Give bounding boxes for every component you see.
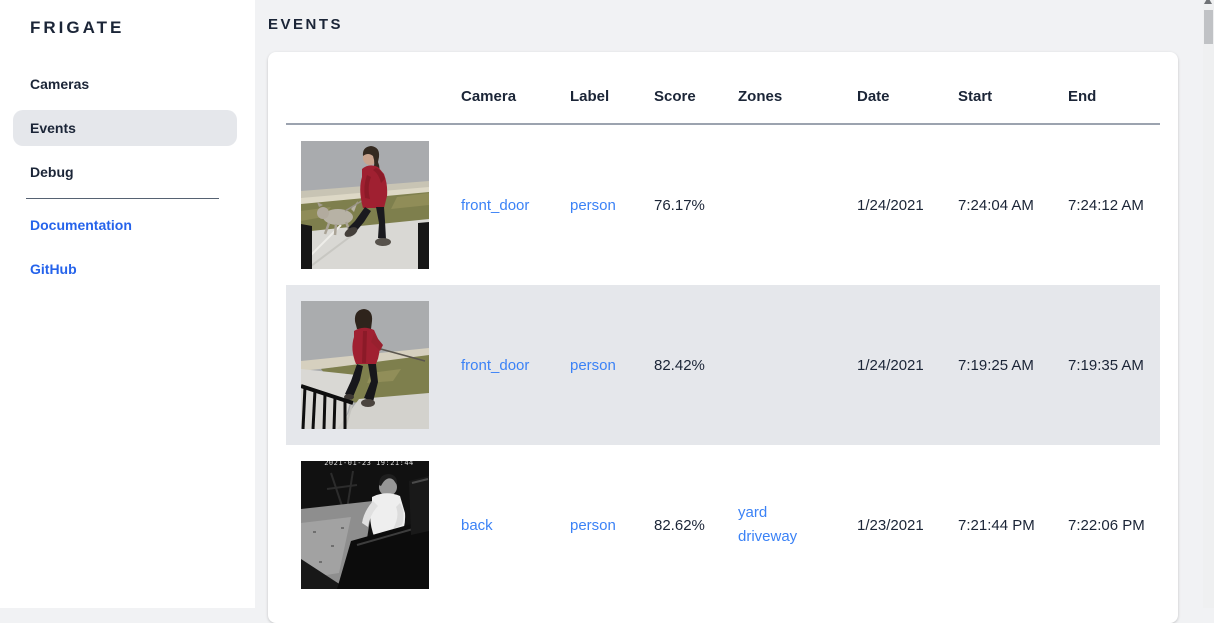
event-score: 82.62% — [654, 516, 705, 534]
event-zone-link[interactable]: driveway — [738, 528, 798, 545]
sidebar-divider — [26, 198, 219, 199]
event-zone-link[interactable]: yard — [738, 504, 768, 521]
event-score: 82.42% — [654, 356, 705, 374]
event-camera-link[interactable]: back — [461, 516, 493, 534]
event-date: 1/24/2021 — [857, 196, 924, 214]
events-card: Camera Label Score Zones Date Start End — [268, 52, 1178, 623]
thumbnail-timestamp-overlay: 2021-01-23 19:21:44 — [324, 461, 414, 467]
table-row[interactable]: front_door person 82.42% 1/24/2021 7:19:… — [286, 285, 1160, 445]
event-thumbnail-cell — [286, 301, 461, 429]
event-start: 7:21:44 PM — [958, 516, 1035, 534]
event-start: 7:19:25 AM — [958, 356, 1034, 374]
app-title: FRIGATE — [30, 18, 125, 37]
event-camera-link[interactable]: front_door — [461, 356, 530, 374]
event-start: 7:24:04 AM — [958, 196, 1034, 214]
sidebar: FRIGATE Cameras Events Debug Documentation… — [0, 0, 255, 608]
event-score: 76.17% — [654, 196, 705, 214]
sidebar-nav: Cameras Events Debug Documentation GitHub — [0, 66, 255, 287]
event-label-link[interactable]: person — [570, 356, 616, 374]
event-end: 7:19:35 AM — [1068, 356, 1144, 374]
event-label-link[interactable]: person — [570, 196, 616, 214]
scrollbar-thumb[interactable] — [1204, 10, 1213, 44]
event-zones: yard driveway — [738, 501, 857, 549]
event-end: 7:24:12 AM — [1068, 196, 1144, 214]
event-camera-link[interactable]: front_door — [461, 196, 530, 214]
event-date: 1/23/2021 — [857, 516, 924, 534]
scrollbar[interactable] — [1203, 0, 1214, 608]
sidebar-item-debug[interactable]: Debug — [30, 164, 74, 180]
event-end: 7:22:06 PM — [1068, 516, 1145, 534]
sidebar-nav-items: Cameras Events Debug — [13, 66, 237, 190]
event-thumbnail-cell — [286, 141, 461, 269]
column-header-camera: Camera — [461, 87, 517, 105]
table-body: front_door person 76.17% 1/24/2021 7:24:… — [286, 125, 1160, 605]
event-label-link[interactable]: person — [570, 516, 616, 534]
event-thumbnail[interactable] — [301, 141, 429, 269]
page-title: EVENTS — [268, 16, 344, 33]
table-header-row: Camera Label Score Zones Date Start End — [286, 69, 1160, 125]
event-thumbnail-cell: 2021-01-23 19:21:44 — [286, 461, 461, 589]
table-row[interactable]: front_door person 76.17% 1/24/2021 7:24:… — [286, 125, 1160, 285]
sidebar-link-documentation[interactable]: Documentation — [30, 217, 132, 233]
column-header-date: Date — [857, 87, 890, 105]
event-thumbnail[interactable] — [301, 301, 429, 429]
event-date: 1/24/2021 — [857, 356, 924, 374]
thumbnail-image — [301, 141, 429, 269]
sidebar-item-cameras[interactable]: Cameras — [30, 76, 90, 92]
table-row[interactable]: 2021-01-23 19:21:44 back person 82.62% y… — [286, 445, 1160, 605]
sidebar-link-github[interactable]: GitHub — [30, 261, 77, 277]
main-content: EVENTS Camera Label Score Zones Date Start End — [255, 0, 1203, 623]
column-header-score: Score — [654, 87, 696, 105]
column-header-start: Start — [958, 87, 993, 105]
scrollbar-up-arrow-icon[interactable] — [1204, 0, 1212, 4]
column-header-end: End — [1068, 87, 1097, 105]
event-thumbnail[interactable]: 2021-01-23 19:21:44 — [301, 461, 429, 589]
sidebar-item-events[interactable]: Events — [13, 110, 237, 146]
thumbnail-image: 2021-01-23 19:21:44 — [301, 461, 429, 589]
column-header-zones: Zones — [738, 87, 783, 105]
thumbnail-image — [301, 301, 429, 429]
column-header-label: Label — [570, 87, 610, 105]
sidebar-nav-links: Documentation GitHub — [13, 207, 237, 287]
